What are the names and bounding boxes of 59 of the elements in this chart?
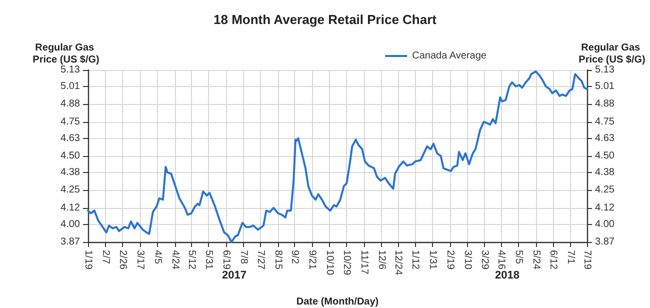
x-tick-label: 9/21 <box>306 250 318 270</box>
x-tick-label: 5/31 <box>203 250 214 270</box>
y2-tick-label: 4.75 <box>595 116 615 128</box>
y2-tick-label: 4.50 <box>595 150 615 162</box>
y2-tick-label: 4.63 <box>595 132 615 144</box>
y-axis-title: Regular Gas Price (US $/G) <box>32 42 100 66</box>
y-tick-label: 4.00 <box>60 218 80 230</box>
x-tick-label: 4/24 <box>169 250 180 270</box>
y-tick-label: 4.63 <box>60 132 80 144</box>
x-tick-label: 5/24 <box>530 250 542 270</box>
y2-tick-label: 4.00 <box>595 218 615 230</box>
text: 2017 <box>222 270 246 282</box>
x-tick-label: 5/5 <box>512 250 524 264</box>
y2-tick-label: 4.88 <box>595 98 615 110</box>
y2-tick-label: 4.38 <box>595 166 615 178</box>
x-tick-label: 6/19 <box>220 250 232 270</box>
y-tick-label: 4.75 <box>60 116 80 128</box>
y2-axis-title: Regular Gas Price (US $/G) <box>578 42 646 66</box>
y-tick-label: 3.87 <box>60 236 80 248</box>
x-tick-label: 7/27 <box>255 250 266 270</box>
x-tick-label: 3/29 <box>479 250 490 270</box>
x-tick-label: 3/17 <box>134 250 146 270</box>
x-tick-label: 4/5 <box>152 250 163 264</box>
legend-label: Canada Average <box>412 50 487 62</box>
y-tick-label: 5.01 <box>60 80 80 92</box>
y-tick-label: 4.12 <box>60 202 80 214</box>
x-tick-label: 7/8 <box>238 250 249 264</box>
x-tick-label: 10/10 <box>324 250 335 276</box>
text: 2018 <box>495 270 520 282</box>
x-tick-label: 2/19 <box>444 250 456 270</box>
x-tick-label: 3/10 <box>462 250 473 270</box>
y-tick-label: 4.50 <box>60 150 80 162</box>
y-tick-label: 4.88 <box>60 98 80 110</box>
y2-tick-label: 3.87 <box>595 236 615 248</box>
x-axis-title: Date (Month/Day) <box>296 296 379 308</box>
x-tick-label: 1/31 <box>427 250 438 270</box>
x-tick-label: 9/2 <box>289 250 300 264</box>
x-tick-label: 7/19 <box>582 250 592 270</box>
y2-tick-label: 4.25 <box>595 184 615 196</box>
x-tick-label: 12/24 <box>392 250 404 276</box>
y-tick-label: 5.13 <box>60 64 80 76</box>
x-tick-label: 11/17 <box>358 250 370 275</box>
x-tick-label: 4/16 <box>496 250 507 270</box>
x-tick-label: 1/12 <box>410 250 421 270</box>
x-tick-label: 7/1 <box>565 250 576 264</box>
x-tick-label: 5/12 <box>186 250 197 270</box>
y2-tick-label: 4.12 <box>595 202 615 214</box>
x-tick-label: 12/6 <box>376 250 387 270</box>
chart-title: 18 Month Average Retail Price Chart <box>214 12 438 27</box>
x-tick-label: 8/15 <box>272 250 284 270</box>
x-tick-label: 1/19 <box>82 250 94 270</box>
y2-tick-label: 5.01 <box>595 80 615 92</box>
y-tick-label: 4.38 <box>60 166 80 178</box>
x-tick-label: 10/29 <box>341 250 352 276</box>
x-tick-label: 2/26 <box>117 250 128 270</box>
y2-tick-label: 5.13 <box>595 64 615 76</box>
x-tick-label: 6/12 <box>548 250 559 270</box>
x-tick-label: 2/7 <box>100 250 111 264</box>
y-tick-label: 4.25 <box>60 184 80 196</box>
